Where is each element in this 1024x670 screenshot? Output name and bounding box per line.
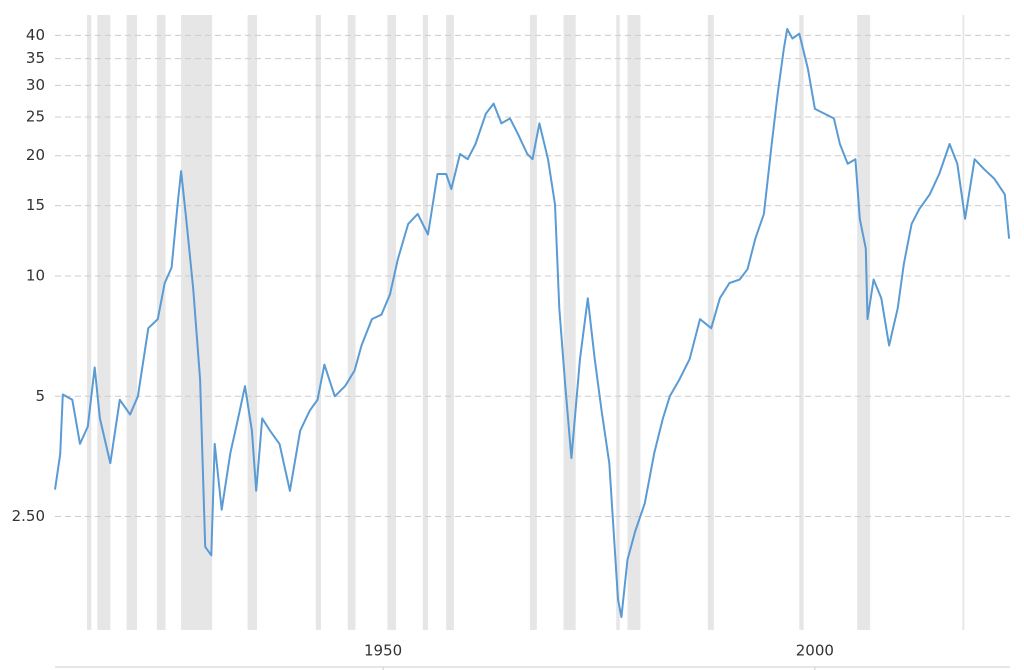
- recession-band: [387, 15, 397, 630]
- recession-band: [347, 15, 356, 630]
- x-tick-label: 1950: [364, 642, 402, 660]
- recession-band: [799, 15, 804, 630]
- recession-band: [422, 15, 429, 630]
- y-tick-label: 2.50: [12, 507, 45, 525]
- y-tick-label: 25: [26, 107, 45, 125]
- y-tick-label: 15: [26, 196, 45, 214]
- recession-band: [247, 15, 258, 630]
- y-tick-label: 35: [26, 49, 45, 67]
- x-tick-label: 2000: [796, 642, 834, 660]
- y-tick-label: 40: [26, 26, 45, 44]
- recession-band: [126, 15, 138, 630]
- y-tick-label: 20: [26, 146, 45, 164]
- recession-band: [563, 15, 576, 630]
- recession-band: [529, 15, 537, 630]
- recession-band: [315, 15, 321, 630]
- y-tick-label: 10: [26, 266, 45, 284]
- data-line: [54, 28, 1011, 619]
- recession-band: [962, 15, 965, 630]
- y-tick-label: 5: [35, 387, 45, 405]
- recession-band: [616, 15, 620, 630]
- recession-band: [97, 15, 111, 630]
- y-tick-label: 30: [26, 76, 45, 94]
- recession-band: [857, 15, 871, 630]
- recession-band: [86, 15, 92, 630]
- recession-band: [156, 15, 166, 630]
- recession-band: [707, 15, 714, 630]
- recession-band: [627, 15, 641, 630]
- recession-band: [446, 15, 454, 630]
